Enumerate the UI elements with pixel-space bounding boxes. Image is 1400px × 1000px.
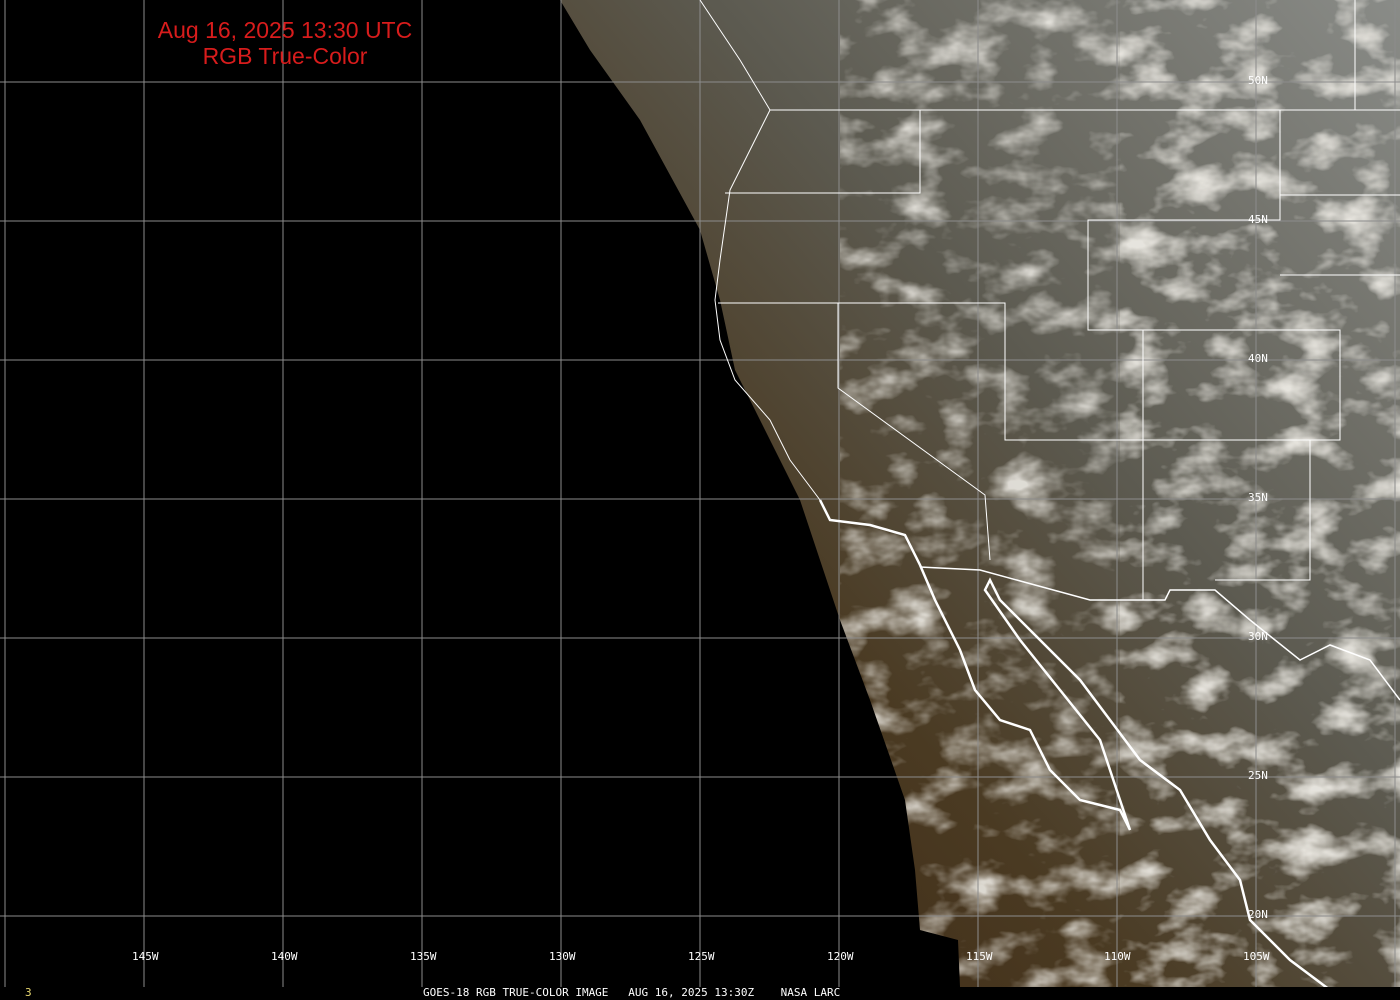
satellite-imagery [560,0,1400,987]
lon-label: 105W [1243,950,1270,963]
coastline [699,0,1400,991]
lat-label: 30N [1248,630,1268,643]
lon-label: 110W [1104,950,1131,963]
state-borders [718,0,1400,600]
footer-bar [0,987,1400,1000]
title-product: RGB True-Color [202,43,368,69]
latitude-labels: 50N 45N 40N 35N 30N 25N 20N [1248,74,1268,921]
lat-label: 20N [1248,908,1268,921]
title-datetime: Aug 16, 2025 13:30 UTC [157,17,413,43]
footer-caption: GOES-18 RGB TRUE-COLOR IMAGE AUG 16, 202… [423,986,841,999]
lon-label: 125W [688,950,715,963]
longitude-labels: 145W 140W 135W 130W 125W 120W 115W 110W … [132,950,1270,963]
lat-label: 45N [1248,213,1268,226]
lat-label: 25N [1248,769,1268,782]
lon-label: 135W [410,950,437,963]
lon-label: 145W [132,950,159,963]
lat-label: 40N [1248,352,1268,365]
lon-label: 130W [549,950,576,963]
lon-label: 140W [271,950,298,963]
lat-label: 35N [1248,491,1268,504]
lon-label: 120W [827,950,854,963]
lon-label: 115W [966,950,993,963]
frame-number: 3 [25,986,32,999]
lat-label: 50N [1248,74,1268,87]
